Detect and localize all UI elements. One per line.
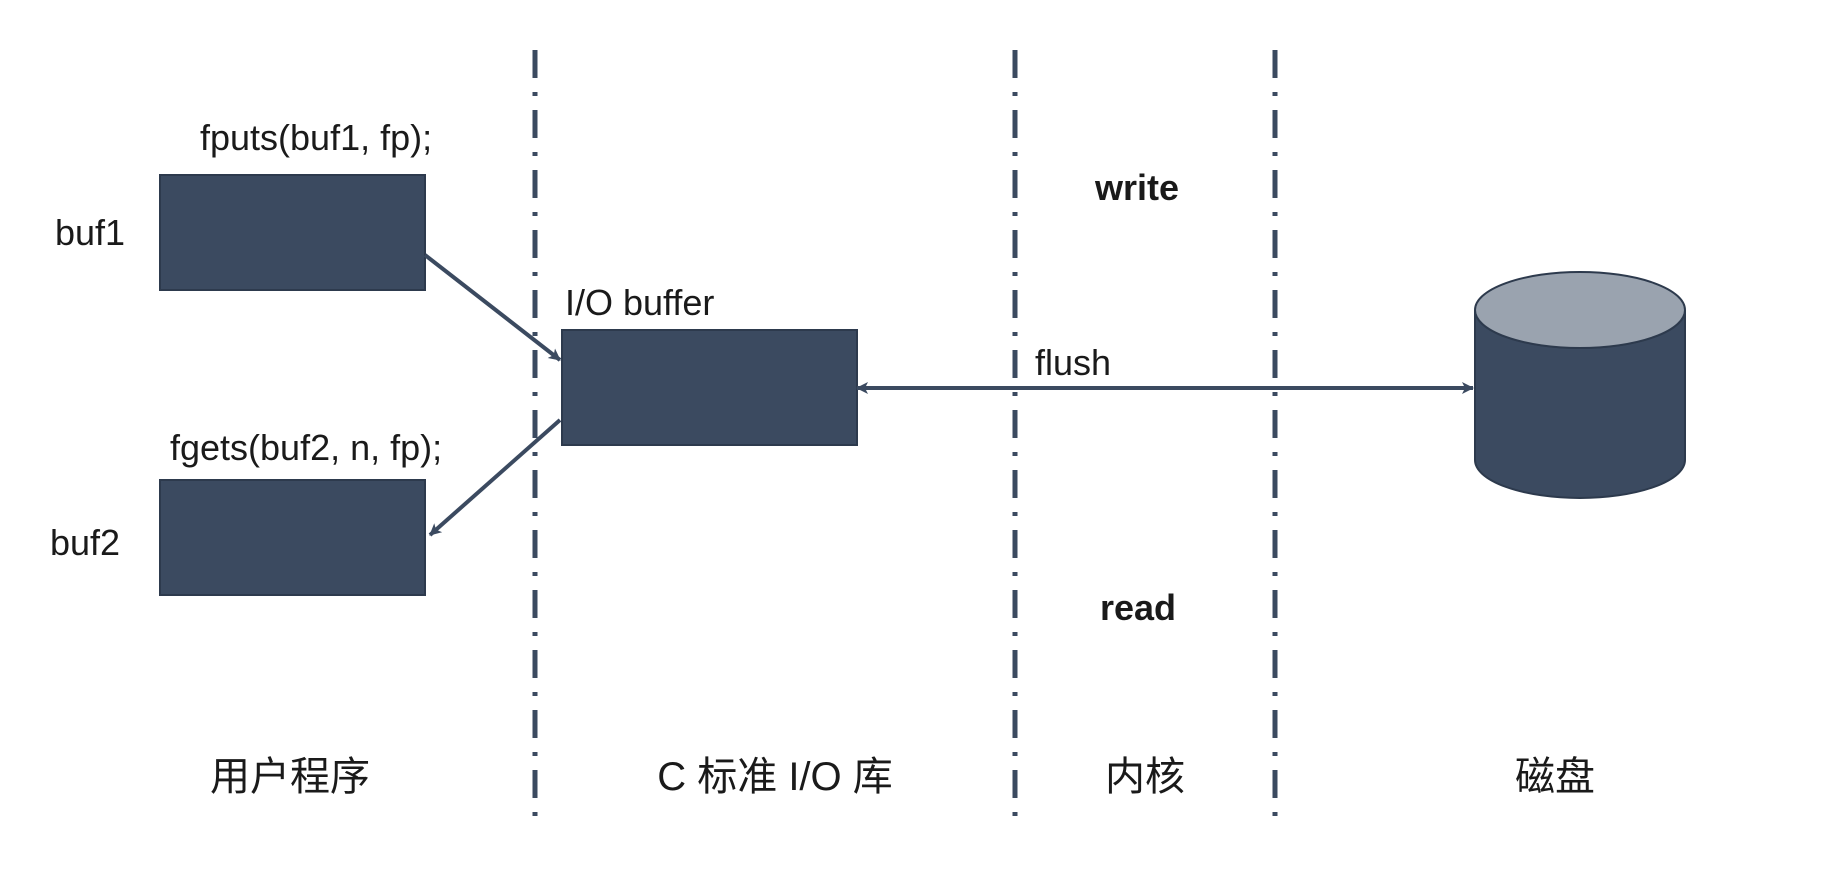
buf2-label: buf2 [50,522,120,563]
read-label: read [1100,587,1176,628]
fgets-label: fgets(buf2, n, fp); [170,427,442,468]
section-disk: 磁盘 [1515,755,1595,799]
flush-label: flush [1035,342,1111,383]
buf2-box [160,480,425,595]
fputs-label: fputs(buf1, fp); [200,117,432,158]
buf1-box [160,175,425,290]
io-buffer-diagram: fputs(buf1, fp); buf1 fgets(buf2, n, fp); b… [0,0,1832,874]
buf1-label: buf1 [55,212,125,253]
write-label: write [1094,167,1179,208]
io-buffer-box [562,330,857,445]
io-buffer-label: I/O buffer [565,282,714,323]
section-c-stdio: C 标准 I/O 库 [657,755,893,799]
disk-top [1475,272,1685,348]
section-user-program: 用户程序 [210,755,370,799]
section-kernel: 内核 [1105,755,1185,799]
